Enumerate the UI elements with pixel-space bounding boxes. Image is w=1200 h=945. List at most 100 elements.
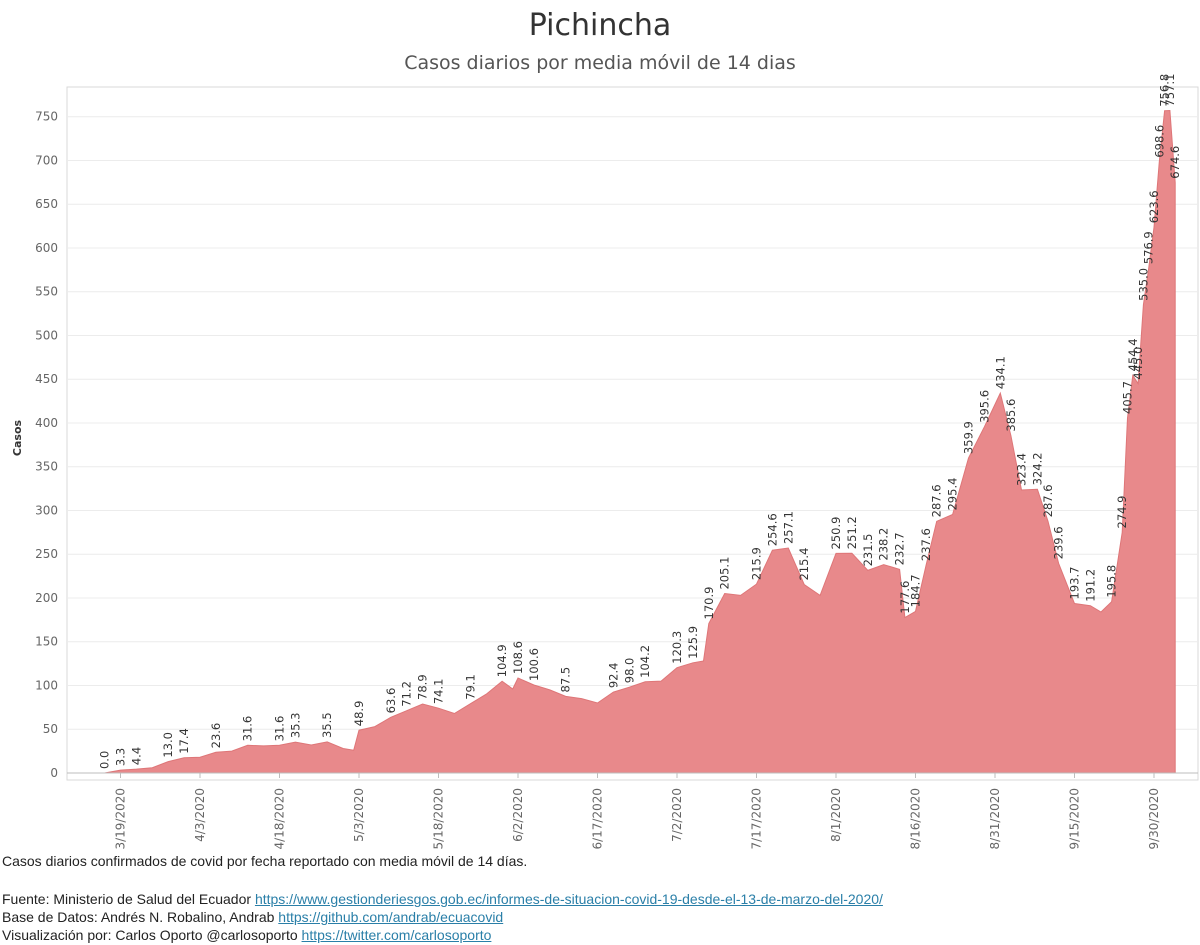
- data-label: 108.6: [511, 641, 525, 674]
- y-tick-label: 150: [35, 635, 58, 649]
- y-tick-label: 300: [35, 503, 58, 517]
- data-label: 31.6: [241, 716, 255, 742]
- data-label: 13.0: [161, 732, 175, 758]
- data-label: 385.6: [1004, 399, 1018, 432]
- y-tick-label: 250: [35, 547, 58, 561]
- x-tick-label: 5/18/2020: [432, 788, 446, 850]
- y-tick-label: 500: [35, 328, 58, 342]
- data-label: 35.5: [320, 712, 334, 738]
- data-label: 251.2: [845, 516, 859, 549]
- data-label: 215.4: [797, 548, 811, 581]
- data-label: 3.3: [114, 748, 128, 766]
- x-tick-label: 7/2/2020: [670, 788, 684, 842]
- viz-line: Visualización por: Carlos Oporto @carlos…: [2, 927, 491, 943]
- x-tick-label: 8/16/2020: [909, 788, 923, 850]
- data-label: 215.9: [750, 547, 764, 580]
- data-label: 454.4: [1126, 338, 1140, 371]
- data-label: 535.0: [1136, 268, 1150, 301]
- x-tick-label: 5/3/2020: [352, 788, 366, 842]
- data-label: 445.0: [1131, 347, 1145, 380]
- y-tick-label: 0: [50, 766, 58, 780]
- data-label: 125.9: [686, 626, 700, 659]
- data-label: 191.2: [1083, 569, 1097, 602]
- data-label: 238.2: [877, 528, 891, 561]
- data-label: 100.6: [527, 648, 541, 681]
- data-label: 576.9: [1142, 231, 1156, 264]
- y-tick-label: 50: [43, 722, 58, 736]
- x-tick-label: 3/19/2020: [114, 788, 128, 850]
- database-line: Base de Datos: Andrés N. Robalino, Andra…: [2, 909, 503, 925]
- data-label: 195.8: [1105, 565, 1119, 598]
- data-label: 98.0: [622, 658, 636, 684]
- viz-label: Visualización por: Carlos Oporto @carlos…: [2, 927, 298, 943]
- data-label: 359.9: [962, 421, 976, 454]
- data-label: 79.1: [463, 674, 477, 700]
- y-axis-label: Casos: [11, 419, 24, 456]
- source-link[interactable]: https://www.gestionderiesgos.gob.ec/info…: [254, 891, 883, 907]
- y-tick-label: 750: [35, 110, 58, 124]
- data-label: 170.9: [702, 587, 716, 620]
- data-label: 23.6: [209, 723, 223, 749]
- series-area: [88, 109, 1176, 774]
- source-label: Fuente: Ministerio de Salud del Ecuador: [2, 891, 252, 907]
- data-label: 239.6: [1052, 526, 1066, 559]
- data-label: 254.6: [765, 513, 779, 546]
- y-tick-label: 650: [35, 197, 58, 211]
- data-label: 48.9: [352, 701, 366, 727]
- y-tick-label: 350: [35, 460, 58, 474]
- data-label: 274.9: [1115, 496, 1129, 529]
- data-label: 257.1: [781, 511, 795, 544]
- data-label: 17.4: [177, 728, 191, 754]
- data-label: 395.6: [977, 390, 991, 423]
- data-label: 104.2: [638, 645, 652, 678]
- data-label: 184.7: [909, 574, 923, 607]
- y-tick-label: 100: [35, 678, 58, 692]
- database-link[interactable]: https://github.com/andrab/ecuacovid: [278, 909, 504, 925]
- data-label: 323.4: [1015, 453, 1029, 486]
- data-label: 92.4: [606, 663, 620, 689]
- x-tick-label: 6/2/2020: [511, 788, 525, 842]
- x-tick-label: 9/30/2020: [1147, 788, 1161, 850]
- source-line: Fuente: Ministerio de Salud del Ecuador …: [2, 891, 883, 907]
- viz-link[interactable]: https://twitter.com/carlosoporto: [301, 927, 492, 943]
- data-label: 87.5: [559, 667, 573, 693]
- y-tick-label: 700: [35, 153, 58, 167]
- data-label: 757.1: [1163, 74, 1177, 107]
- x-tick-label: 8/1/2020: [829, 788, 843, 842]
- x-tick-label: 8/31/2020: [988, 788, 1002, 850]
- y-tick-label: 550: [35, 285, 58, 299]
- data-label: 237.6: [919, 528, 933, 561]
- data-label: 623.6: [1147, 190, 1161, 223]
- data-label: 232.7: [893, 532, 907, 565]
- x-tick-label: 7/17/2020: [750, 788, 764, 850]
- y-tick-label: 600: [35, 241, 58, 255]
- database-label: Base de Datos: Andrés N. Robalino, Andra…: [2, 909, 275, 925]
- chart-caption: Casos diarios confirmados de covid por f…: [2, 853, 528, 869]
- data-label: 4.4: [129, 747, 143, 765]
- chart-title: Pichincha: [528, 8, 672, 43]
- data-label: 324.2: [1030, 452, 1044, 485]
- x-tick-label: 6/17/2020: [591, 788, 605, 850]
- x-tick-label: 4/3/2020: [193, 788, 207, 842]
- data-label: 35.3: [288, 713, 302, 739]
- data-label: 177.6: [898, 581, 912, 614]
- y-tick-label: 200: [35, 591, 58, 605]
- data-label: 78.9: [416, 674, 430, 700]
- data-label: 71.2: [400, 681, 414, 707]
- data-label: 231.5: [861, 533, 875, 566]
- data-label: 295.4: [946, 478, 960, 511]
- data-label: 193.7: [1068, 567, 1082, 600]
- data-label: 0.0: [98, 751, 112, 769]
- data-label: 31.6: [273, 716, 287, 742]
- data-label: 74.1: [432, 679, 446, 705]
- y-tick-label: 450: [35, 372, 58, 386]
- area-chart: 0 50 100 150 200 250 300 350 400 450 500 550 600 650 7…: [11, 74, 1199, 850]
- data-label: 287.6: [1041, 484, 1055, 517]
- data-label: 698.6: [1152, 125, 1166, 158]
- data-label: 674.6: [1168, 146, 1182, 179]
- data-label: 63.6: [384, 688, 398, 714]
- data-label: 104.9: [495, 644, 509, 677]
- x-tick-label: 9/15/2020: [1068, 788, 1082, 850]
- data-label: 287.6: [930, 484, 944, 517]
- data-label: 120.3: [670, 631, 684, 664]
